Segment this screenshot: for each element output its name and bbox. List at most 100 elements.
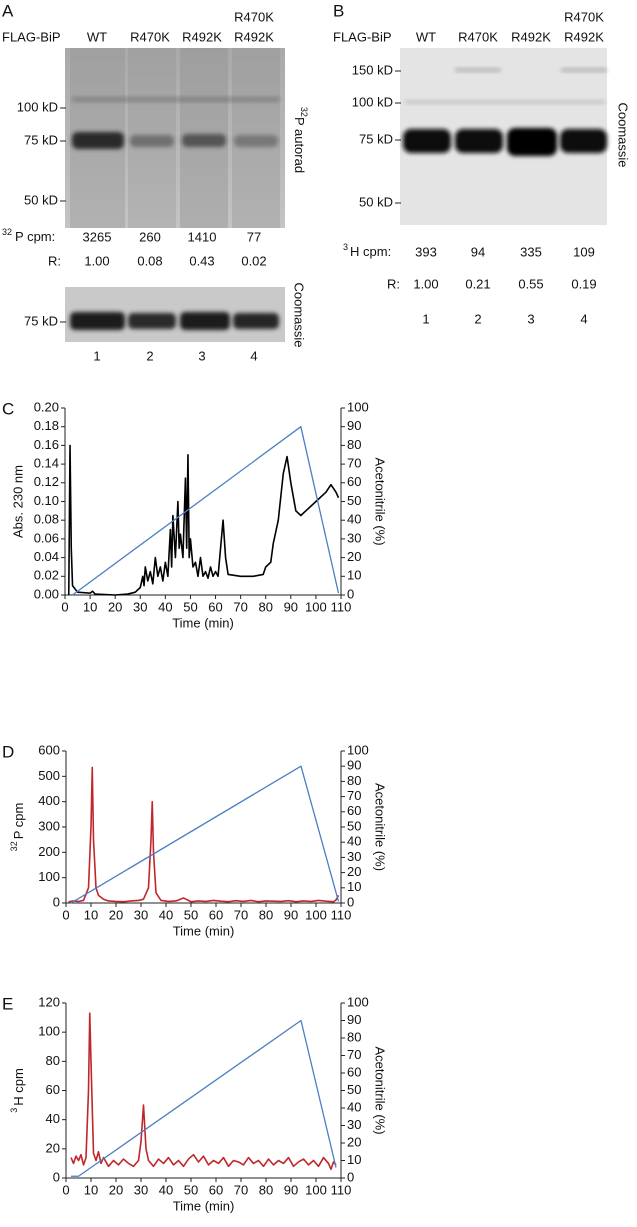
y2-tick-label: 0 xyxy=(347,1169,354,1184)
y2-tick-label: 100 xyxy=(347,994,369,1009)
r-value: 0.43 xyxy=(189,253,214,268)
y-tick-label: 100 xyxy=(38,869,60,884)
data-line xyxy=(67,444,340,596)
panel-label: B xyxy=(333,1,344,20)
marker-label: 150 kD xyxy=(352,62,393,77)
data-line xyxy=(70,1012,337,1171)
y2-tick-label: 10 xyxy=(347,879,361,894)
y-tick-label: 100 xyxy=(38,1024,60,1039)
side-text: P autorad xyxy=(292,117,307,173)
y2-axis-title: Acetonitrile (%) xyxy=(373,457,388,545)
x-tick-label: 10 xyxy=(84,907,98,922)
lane-number: 2 xyxy=(474,311,481,326)
y2-tick-label: 70 xyxy=(347,456,361,471)
lane-label: R492K xyxy=(511,29,551,44)
x-tick-label: 10 xyxy=(83,599,97,614)
cpm-value: 393 xyxy=(415,244,437,259)
y2-tick-label: 50 xyxy=(347,493,361,508)
y2-tick-label: 60 xyxy=(347,803,361,818)
y2-tick-label: 50 xyxy=(347,1082,361,1097)
y2-tick-label: 40 xyxy=(347,512,361,527)
x-tick-label: 70 xyxy=(234,1182,248,1197)
y2-tick-label: 100 xyxy=(347,742,369,757)
y-tick-label: 300 xyxy=(38,818,60,833)
y2-tick-label: 30 xyxy=(347,530,361,545)
y2-tick-label: 60 xyxy=(347,1064,361,1079)
cpm-value: 3265 xyxy=(83,229,112,244)
y-tick-label: 20 xyxy=(46,1140,60,1155)
x-tick-label: 60 xyxy=(209,907,223,922)
data-line xyxy=(72,426,340,596)
superscript: 3 xyxy=(9,1108,19,1113)
lane-header: FLAG-BiP xyxy=(333,29,392,44)
x-tick-label: 80 xyxy=(259,907,273,922)
side-label: Coomassie xyxy=(616,102,631,167)
lane-number: 4 xyxy=(580,311,587,326)
lane-number: 2 xyxy=(146,348,153,363)
lane-label: R492K xyxy=(564,29,604,44)
y2-tick-label: 50 xyxy=(347,818,361,833)
y2-tick-label: 40 xyxy=(347,834,361,849)
marker-label: 50 kD xyxy=(359,194,393,209)
gel xyxy=(65,48,285,228)
x-tick-label: 100 xyxy=(305,1182,327,1197)
y-tick-label: 0.08 xyxy=(34,512,59,527)
r-value: 0.19 xyxy=(571,276,596,291)
x-tick-label: 100 xyxy=(305,907,327,922)
r-value: 1.00 xyxy=(413,276,438,291)
axis-title: 32P cpm xyxy=(9,803,26,852)
y2-tick-label: 60 xyxy=(347,474,361,489)
y2-tick-label: 80 xyxy=(347,773,361,788)
x-tick-label: 40 xyxy=(159,1182,173,1197)
y-tick-label: 600 xyxy=(38,742,60,757)
y2-tick-label: 0 xyxy=(347,586,354,601)
y-tick-label: 0.18 xyxy=(34,418,59,433)
data-line xyxy=(70,765,340,904)
y2-tick-label: 90 xyxy=(347,758,361,773)
lane-number: 3 xyxy=(527,311,534,326)
row-text: H cpm: xyxy=(350,244,391,259)
y-tick-label: 0.00 xyxy=(34,586,59,601)
cpm-value: 94 xyxy=(471,244,485,259)
x-tick-label: 40 xyxy=(159,907,173,922)
x-tick-label: 0 xyxy=(61,599,68,614)
y2-tick-label: 20 xyxy=(347,864,361,879)
marker-label: 50 kD xyxy=(24,192,58,207)
marker-label: 100 kD xyxy=(17,99,58,114)
cpm-value: 77 xyxy=(247,229,261,244)
y-tick-label: 0.16 xyxy=(34,437,59,452)
y2-axis-title: Acetonitrile (%) xyxy=(373,1046,388,1134)
row-label: R: xyxy=(387,276,400,291)
side-label: Coomassie xyxy=(292,282,307,347)
y-tick-label: 0.06 xyxy=(34,530,59,545)
axis-title: Abs. 230 nm xyxy=(10,465,25,538)
x-tick-label: 110 xyxy=(331,599,352,614)
marker-label: 75 kD xyxy=(24,132,58,147)
y2-tick-label: 100 xyxy=(347,399,369,414)
lane-number: 3 xyxy=(198,348,205,363)
panel-label: D xyxy=(2,742,14,761)
y2-tick-label: 30 xyxy=(347,849,361,864)
panel-label: E xyxy=(2,994,13,1013)
y2-tick-label: 20 xyxy=(347,1134,361,1149)
row-text: P cpm: xyxy=(15,229,55,244)
lane-number: 1 xyxy=(422,311,429,326)
x-tick-label: 30 xyxy=(134,1182,148,1197)
x-axis-title: Time (min) xyxy=(173,923,235,938)
y2-tick-label: 0 xyxy=(347,894,354,909)
y2-tick-label: 80 xyxy=(347,437,361,452)
x-tick-label: 90 xyxy=(284,1182,298,1197)
lane-label: R492K xyxy=(234,29,274,44)
lane-label: R470K xyxy=(458,29,498,44)
x-tick-label: 110 xyxy=(331,907,352,922)
lane-label: R470K xyxy=(234,9,274,24)
y-tick-label: 400 xyxy=(38,793,60,808)
y2-tick-label: 80 xyxy=(347,1029,361,1044)
y-tick-label: 500 xyxy=(38,768,60,783)
x-tick-label: 80 xyxy=(259,1182,273,1197)
y-tick-label: 0.20 xyxy=(34,399,59,414)
x-tick-label: 20 xyxy=(109,907,123,922)
panel-label: C xyxy=(2,399,14,418)
x-tick-label: 30 xyxy=(134,907,148,922)
